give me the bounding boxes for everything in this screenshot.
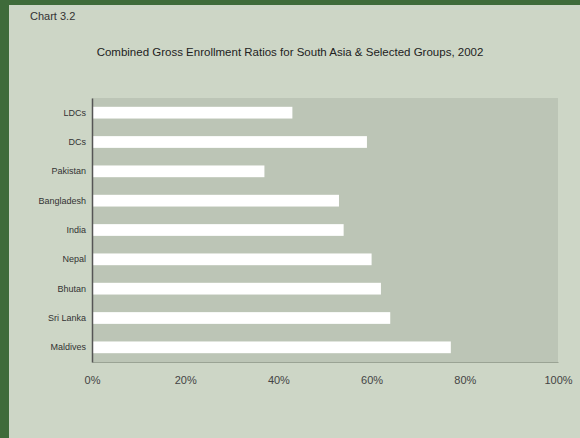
bar bbox=[92, 165, 264, 177]
y-tick: Sri Lanka bbox=[48, 313, 92, 323]
title-line: Combined Gross Enrollment Ratios for Sou… bbox=[97, 46, 484, 58]
x-tick-label: 40% bbox=[268, 374, 290, 386]
plot: 0% 20% 40% 60% 80% 100% LDCs DCs Pakistan Banglad… bbox=[38, 98, 572, 386]
bar bbox=[92, 224, 344, 236]
frame-top bbox=[0, 0, 580, 5]
y-tick-label: India bbox=[66, 225, 86, 235]
chart: Chart 3.2 Combined Gross Enrollment Ratio… bbox=[0, 0, 580, 438]
x-tick-label: 100% bbox=[544, 374, 572, 386]
x-axis: 0% 20% 40% 60% 80% 100% bbox=[85, 362, 573, 386]
x-tick: 0% bbox=[85, 362, 101, 386]
y-tick: India bbox=[66, 225, 92, 235]
y-tick: Pakistan bbox=[51, 166, 92, 176]
title: Combined Gross Enrollment Ratios for Sou… bbox=[97, 46, 484, 58]
y-tick-label: DCs bbox=[69, 137, 87, 147]
y-tick-label: Nepal bbox=[62, 254, 86, 264]
y-tick-label: Pakistan bbox=[51, 166, 86, 176]
y-tick-label: Bangladesh bbox=[38, 196, 86, 206]
y-tick-label: Sri Lanka bbox=[48, 313, 86, 323]
x-tick-label: 60% bbox=[361, 374, 383, 386]
bar bbox=[92, 341, 451, 353]
y-tick-label: LDCs bbox=[63, 108, 86, 118]
x-tick-label: 0% bbox=[85, 374, 101, 386]
y-tick: Bangladesh bbox=[38, 196, 92, 206]
y-tick: DCs bbox=[69, 137, 93, 147]
y-axis: LDCs DCs Pakistan Bangladesh India Nepal Bhuta… bbox=[38, 99, 92, 363]
x-tick: 60% bbox=[361, 362, 383, 386]
plot-background bbox=[92, 98, 558, 362]
chart-label: Chart 3.2 bbox=[30, 10, 75, 22]
frame-left bbox=[0, 0, 9, 438]
bars bbox=[92, 107, 451, 353]
x-tick: 40% bbox=[268, 362, 290, 386]
y-tick-label: Maldives bbox=[50, 342, 86, 352]
x-tick-label: 20% bbox=[175, 374, 197, 386]
x-tick: 20% bbox=[175, 362, 197, 386]
y-tick-label: Bhutan bbox=[57, 284, 86, 294]
x-tick: 80% bbox=[454, 362, 476, 386]
y-tick: Bhutan bbox=[57, 284, 92, 294]
bar bbox=[92, 195, 339, 207]
y-tick: LDCs bbox=[63, 108, 92, 118]
bar bbox=[92, 136, 367, 148]
y-axis-line bbox=[92, 99, 94, 363]
y-tick: Maldives bbox=[50, 342, 92, 352]
background bbox=[0, 0, 580, 438]
y-tick: Nepal bbox=[62, 254, 92, 264]
bar bbox=[92, 253, 372, 265]
bar bbox=[92, 312, 390, 324]
x-tick-label: 80% bbox=[454, 374, 476, 386]
bar bbox=[92, 107, 292, 119]
x-tick: 100% bbox=[544, 362, 572, 386]
bar bbox=[92, 283, 381, 295]
x-axis-line bbox=[93, 362, 559, 363]
